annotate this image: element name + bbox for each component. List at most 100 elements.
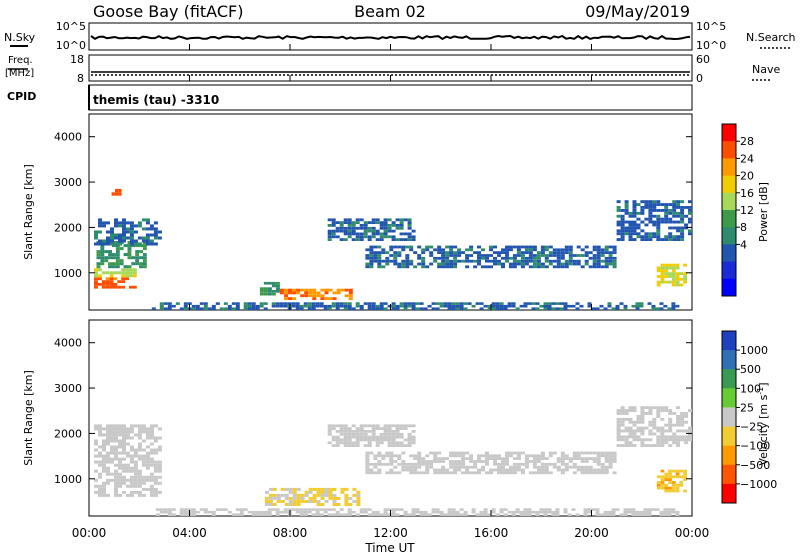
data-cell [672, 238, 677, 241]
data-cell [439, 304, 444, 308]
data-cell [145, 433, 150, 437]
data-cell [668, 217, 673, 221]
data-cell [675, 275, 680, 278]
colorbar-segment [722, 464, 736, 485]
data-cell [660, 481, 665, 484]
data-cell [591, 508, 596, 511]
data-cell [668, 275, 672, 278]
data-cell [679, 481, 684, 484]
data-cell [532, 254, 537, 257]
data-cell [564, 457, 569, 460]
data-cell [505, 468, 509, 472]
data-cell [387, 444, 392, 447]
data-cell [100, 262, 105, 266]
data-cell [118, 236, 122, 240]
data-cell [118, 239, 122, 243]
data-cell [505, 451, 509, 455]
data-cell [437, 451, 442, 455]
data-cell [292, 503, 297, 506]
data-cell [332, 496, 337, 500]
data-cell [437, 245, 442, 249]
data-cell [399, 432, 404, 436]
data-cell [187, 508, 192, 511]
data-cell [102, 460, 106, 464]
data-cell [417, 460, 422, 463]
data-cell [417, 465, 422, 469]
data-cell [644, 203, 649, 206]
data-cell [535, 513, 540, 516]
data-cell [344, 493, 349, 497]
data-cell [335, 221, 340, 224]
data-cell [142, 256, 147, 260]
data-cell [640, 429, 645, 433]
data-cell [572, 457, 577, 460]
data-cell [636, 235, 641, 239]
data-cell [659, 302, 664, 305]
power-cells [94, 188, 692, 310]
data-cell [308, 490, 313, 494]
data-cell [620, 235, 625, 239]
data-cell [307, 510, 312, 514]
data-cell [383, 224, 388, 227]
data-cell [347, 438, 352, 442]
data-cell [417, 462, 422, 466]
data-cell [137, 469, 142, 473]
data-cell [167, 513, 172, 516]
data-cell [129, 230, 134, 234]
data-cell [141, 439, 146, 443]
data-cell [632, 438, 637, 442]
data-cell [279, 302, 284, 305]
data-cell [118, 433, 122, 437]
colorbar-tick-label: 20 [740, 170, 754, 183]
data-cell [351, 226, 356, 230]
data-cell [363, 438, 368, 442]
data-cell [485, 471, 489, 475]
data-cell [620, 209, 625, 212]
data-cell [643, 510, 648, 514]
data-cell [515, 307, 520, 310]
data-cell [439, 510, 444, 514]
data-cell [644, 412, 649, 415]
data-cell [664, 217, 669, 221]
data-cell [477, 259, 481, 263]
data-cell [335, 444, 340, 447]
data-cell [576, 468, 581, 472]
data-cell [652, 432, 657, 436]
data-cell [133, 239, 138, 243]
data-cell [604, 457, 609, 460]
data-cell [303, 513, 308, 516]
data-cell [355, 432, 360, 436]
data-cell [652, 235, 657, 239]
data-cell [157, 490, 162, 494]
data-cell [421, 248, 426, 252]
data-cell [359, 424, 364, 428]
data-cell [106, 469, 110, 473]
data-cell [479, 513, 484, 516]
data-cell [110, 242, 114, 246]
data-cell [679, 483, 684, 487]
data-cell [251, 510, 256, 514]
data-cell [564, 454, 569, 458]
data-cell [405, 245, 410, 249]
data-cell [477, 254, 481, 257]
data-cell [339, 229, 344, 233]
data-cell [571, 304, 576, 308]
data-cell [385, 251, 390, 254]
data-cell [429, 251, 434, 254]
freq-left-tick-bottom: 8 [77, 72, 84, 85]
data-cell [544, 245, 549, 249]
data-cell [405, 256, 410, 260]
data-cell [331, 232, 336, 236]
data-cell [359, 238, 364, 241]
data-cell [656, 409, 661, 412]
data-cell [515, 508, 520, 511]
data-cell [102, 484, 106, 488]
data-cell [351, 441, 356, 445]
data-cell [664, 475, 669, 479]
data-cell [179, 513, 184, 516]
data-cell [383, 424, 388, 428]
data-cell [276, 493, 281, 497]
data-cell [508, 471, 513, 475]
data-cell [98, 239, 102, 243]
data-cell [411, 235, 416, 239]
